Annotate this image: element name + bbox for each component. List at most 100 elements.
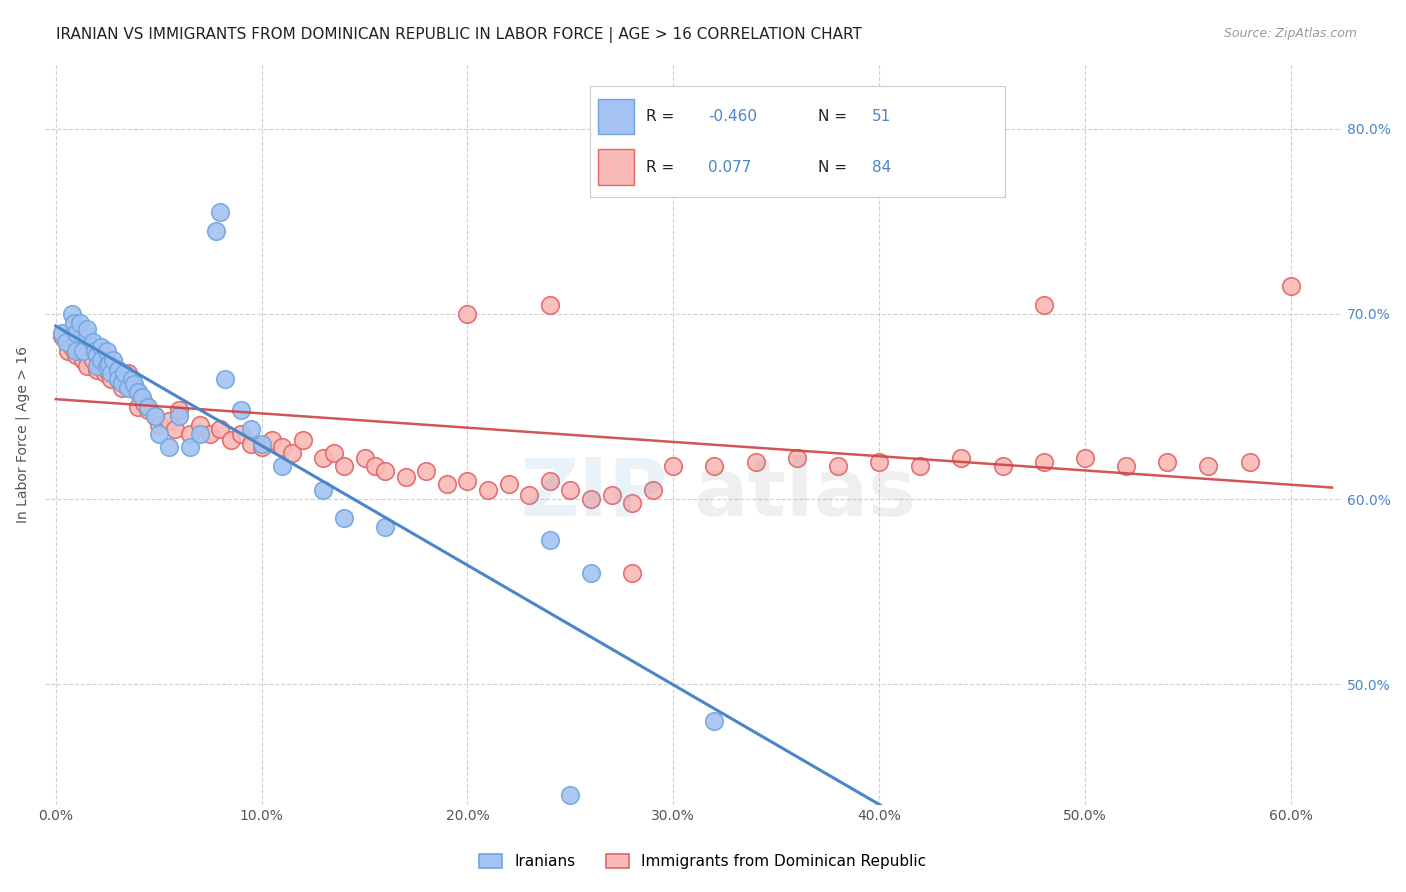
Point bbox=[76, 359, 98, 373]
Point bbox=[560, 789, 582, 803]
Point bbox=[51, 326, 73, 340]
Point bbox=[127, 400, 149, 414]
Point bbox=[96, 353, 118, 368]
Point bbox=[260, 433, 283, 447]
Point bbox=[214, 372, 236, 386]
Text: Source: ZipAtlas.com: Source: ZipAtlas.com bbox=[1223, 27, 1357, 40]
Point bbox=[65, 344, 87, 359]
Point bbox=[127, 384, 149, 399]
Point bbox=[219, 433, 242, 447]
Point bbox=[65, 326, 87, 340]
Point bbox=[395, 470, 418, 484]
Point bbox=[703, 714, 725, 729]
Point bbox=[291, 433, 314, 447]
Point bbox=[1239, 455, 1261, 469]
Point bbox=[96, 344, 118, 359]
Point bbox=[90, 359, 112, 373]
Point bbox=[179, 440, 201, 454]
Text: atlas: atlas bbox=[695, 455, 917, 533]
Point bbox=[621, 496, 644, 510]
Point bbox=[744, 455, 766, 469]
Point bbox=[456, 474, 478, 488]
Point bbox=[188, 418, 211, 433]
Point bbox=[374, 520, 396, 534]
Point bbox=[96, 359, 118, 373]
Point bbox=[415, 464, 437, 478]
Point bbox=[209, 422, 232, 436]
Point bbox=[165, 422, 187, 436]
Point bbox=[72, 344, 94, 359]
Point bbox=[560, 483, 582, 497]
Point bbox=[333, 458, 356, 473]
Point bbox=[107, 372, 129, 386]
Point bbox=[517, 488, 540, 502]
Point bbox=[86, 362, 108, 376]
Point bbox=[134, 396, 156, 410]
Point bbox=[69, 344, 91, 359]
Point bbox=[498, 477, 520, 491]
Point bbox=[157, 440, 180, 454]
Point bbox=[641, 483, 664, 497]
Point bbox=[579, 566, 602, 581]
Point bbox=[169, 409, 191, 423]
Text: ZIP: ZIP bbox=[520, 455, 668, 533]
Point bbox=[271, 458, 294, 473]
Point bbox=[111, 381, 134, 395]
Point bbox=[229, 403, 252, 417]
Point bbox=[76, 329, 98, 343]
Point bbox=[312, 483, 335, 497]
Point bbox=[143, 409, 166, 423]
Point bbox=[76, 322, 98, 336]
Point bbox=[86, 348, 108, 362]
Point bbox=[103, 353, 125, 368]
Point bbox=[229, 427, 252, 442]
Point bbox=[538, 298, 561, 312]
Point bbox=[122, 377, 145, 392]
Point bbox=[786, 451, 808, 466]
Point bbox=[353, 451, 375, 466]
Point bbox=[98, 357, 121, 371]
Point bbox=[94, 366, 117, 380]
Point bbox=[82, 353, 104, 368]
Point bbox=[1115, 458, 1137, 473]
Point bbox=[868, 455, 890, 469]
Point bbox=[477, 483, 499, 497]
Point bbox=[148, 418, 170, 433]
Point bbox=[90, 340, 112, 354]
Text: IRANIAN VS IMMIGRANTS FROM DOMINICAN REPUBLIC IN LABOR FORCE | AGE > 16 CORRELAT: IRANIAN VS IMMIGRANTS FROM DOMINICAN REP… bbox=[56, 27, 862, 43]
Point bbox=[538, 474, 561, 488]
Point bbox=[111, 376, 134, 390]
Point bbox=[63, 316, 86, 330]
Point bbox=[65, 348, 87, 362]
Point bbox=[86, 359, 108, 373]
Point bbox=[148, 427, 170, 442]
Point bbox=[1032, 455, 1054, 469]
Point bbox=[107, 362, 129, 376]
Point bbox=[250, 440, 273, 454]
Point bbox=[198, 427, 221, 442]
Point bbox=[910, 458, 932, 473]
Y-axis label: In Labor Force | Age > 16: In Labor Force | Age > 16 bbox=[15, 346, 30, 523]
Point bbox=[240, 422, 263, 436]
Point bbox=[950, 451, 973, 466]
Point bbox=[374, 464, 396, 478]
Point bbox=[76, 348, 98, 362]
Point bbox=[157, 414, 180, 428]
Point bbox=[662, 458, 685, 473]
Point bbox=[1032, 298, 1054, 312]
Point bbox=[138, 400, 160, 414]
Point bbox=[82, 334, 104, 349]
Point bbox=[179, 427, 201, 442]
Point bbox=[118, 381, 141, 395]
Point bbox=[86, 348, 108, 362]
Point bbox=[703, 458, 725, 473]
Point bbox=[188, 427, 211, 442]
Point bbox=[107, 362, 129, 376]
Point bbox=[65, 334, 87, 349]
Point bbox=[827, 458, 849, 473]
Point bbox=[112, 366, 135, 380]
Point bbox=[69, 316, 91, 330]
Point bbox=[538, 533, 561, 547]
Point bbox=[122, 381, 145, 395]
Point bbox=[333, 510, 356, 524]
